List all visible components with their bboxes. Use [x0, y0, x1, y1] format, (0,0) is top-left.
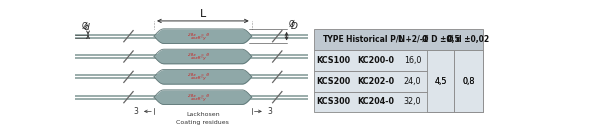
- Bar: [427, 50, 454, 112]
- Text: d: d: [83, 23, 89, 32]
- Text: 20x  = 0: 20x = 0: [188, 73, 209, 77]
- Text: Ø: Ø: [82, 22, 87, 31]
- Text: xxxR°y: xxxR°y: [190, 36, 206, 40]
- Text: Lackhosen: Lackhosen: [186, 112, 220, 117]
- Text: 3: 3: [267, 107, 272, 116]
- Text: 20x  = 0: 20x = 0: [188, 53, 209, 57]
- Text: xxxR°y: xxxR°y: [190, 97, 206, 101]
- Text: KCS200: KCS200: [316, 77, 350, 86]
- Text: KCS300: KCS300: [316, 97, 350, 107]
- Text: 24,0: 24,0: [404, 77, 421, 86]
- Text: 0,8: 0,8: [462, 77, 475, 86]
- Text: KC204-0: KC204-0: [357, 97, 394, 107]
- Text: TYPE: TYPE: [323, 35, 344, 44]
- Text: 4,5: 4,5: [434, 77, 447, 86]
- Text: xxxR°y: xxxR°y: [190, 76, 206, 80]
- Text: 16,0: 16,0: [404, 56, 421, 65]
- Bar: [314, 50, 483, 71]
- Bar: [314, 29, 483, 50]
- Text: KC202-0: KC202-0: [357, 77, 394, 86]
- Text: 20x  = 0: 20x = 0: [188, 33, 209, 37]
- Text: L: L: [200, 9, 206, 19]
- Bar: [314, 92, 483, 112]
- Text: Coating residues: Coating residues: [176, 119, 229, 124]
- Text: D: D: [291, 22, 298, 31]
- Text: 20x  = 0: 20x = 0: [188, 94, 209, 98]
- Text: KC200-0: KC200-0: [357, 56, 394, 65]
- Text: 0,8: 0,8: [462, 77, 475, 86]
- Text: 3: 3: [134, 107, 139, 116]
- Bar: [454, 50, 483, 112]
- Text: 4,5: 4,5: [434, 77, 447, 86]
- Text: Ø d ±0,02: Ø d ±0,02: [448, 35, 490, 44]
- Text: 32,0: 32,0: [404, 97, 421, 107]
- Text: KCS100: KCS100: [316, 56, 350, 65]
- Text: Ø D ±0,5: Ø D ±0,5: [422, 35, 460, 44]
- Text: Historical P/N: Historical P/N: [346, 35, 405, 44]
- Bar: [314, 71, 483, 92]
- Text: L +2/-1: L +2/-1: [398, 35, 428, 44]
- Text: xxxR°y: xxxR°y: [190, 56, 206, 60]
- Text: Ø: Ø: [289, 20, 295, 29]
